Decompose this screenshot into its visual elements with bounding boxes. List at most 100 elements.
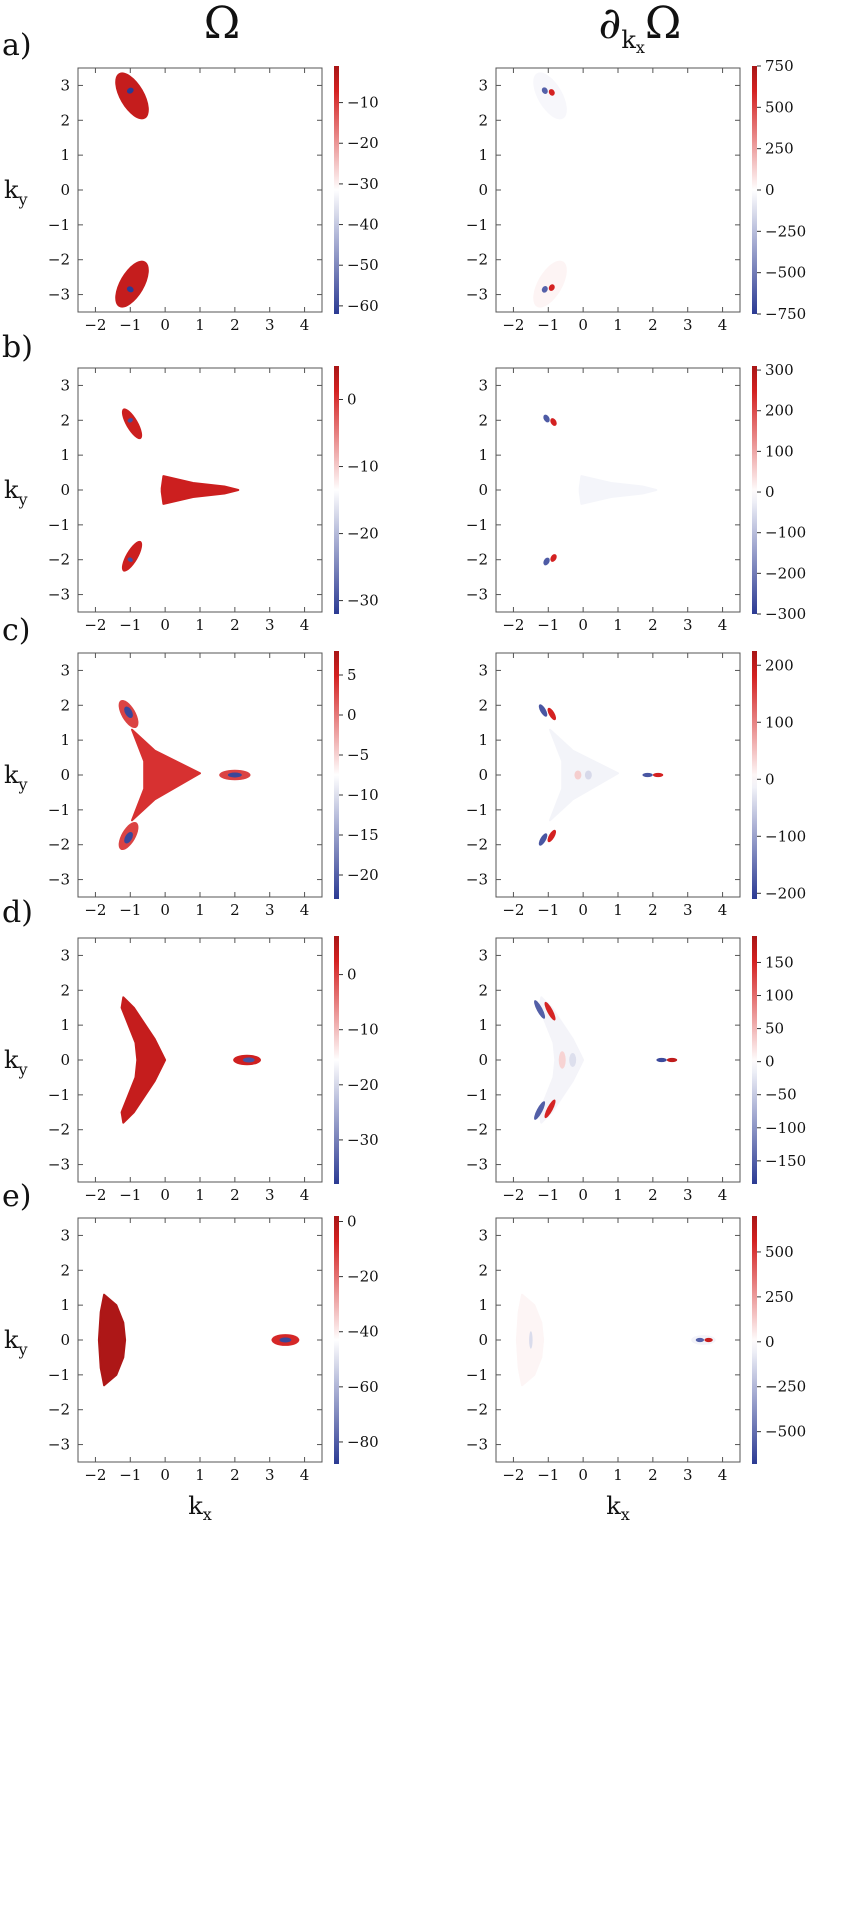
panel-a-omega-xtick-label: 3 <box>265 316 275 334</box>
panel-e-omega-heatmap <box>78 1218 322 1462</box>
panel-a-omega-ytick-label: 3 <box>60 76 70 94</box>
panel-e-derivative-heatmap <box>496 1218 740 1462</box>
panel-a-derivative-colorbar-label: −500 <box>765 264 806 282</box>
panel-a-derivative-xtick-label: −2 <box>502 316 524 334</box>
panel-d-omega-colorbar-label: −30 <box>347 1131 379 1149</box>
panel-e-derivative-colorbar-label: −500 <box>765 1423 806 1441</box>
ylabel-k: k <box>4 1326 19 1354</box>
panel-d-omega-background <box>78 938 322 1182</box>
panel-b-derivative-xtick-label: 2 <box>648 616 658 634</box>
panel-d-derivative-colorbar-label: −50 <box>765 1086 797 1104</box>
panel-a-derivative-spot-2 <box>541 286 548 293</box>
ylabel-sub: y <box>18 190 28 209</box>
panel-d-omega-spot-0 <box>242 1057 255 1063</box>
panel-d-derivative-ytick-label: −1 <box>466 1086 488 1104</box>
panel-e-derivative-xtick-label: 3 <box>683 1466 693 1484</box>
panel-a-omega-colorbar-label: −40 <box>347 216 379 234</box>
panel-b-derivative-spot-2 <box>543 557 550 566</box>
panel-c-omega-ytick-label: −1 <box>48 801 70 819</box>
panel-b-derivative-ytick-label: 2 <box>478 411 488 429</box>
panel-e-omega-ytick-label: −3 <box>48 1436 70 1454</box>
panel-grid: −2 −1 0 1 2 3 4−3−2−10123−10−20−30−40−50−60kya… <box>2 28 806 1524</box>
panel-e-omega-xtick-label: 0 <box>160 1466 170 1484</box>
panel-e-omega-xtick-label: −2 <box>84 1466 106 1484</box>
panel-e-derivative-xtick-label: −1 <box>537 1466 559 1484</box>
panel-e-omega-xtick-label: −1 <box>119 1466 141 1484</box>
panel-e-derivative-spot-1 <box>695 1337 705 1343</box>
panel-b-derivative-xtick-label: 1 <box>613 616 623 634</box>
panel-b-omega-spot-0 <box>127 417 133 423</box>
panel-b-omega-colorbar-label: 0 <box>347 391 357 409</box>
panel-d-derivative-ytick-label: −3 <box>466 1156 488 1174</box>
panel-a-omega-colorbar-label: −50 <box>347 256 379 274</box>
panel-e-derivative-ytick-label: 3 <box>478 1226 488 1244</box>
panel-a-derivative-ytick-label: 3 <box>478 76 488 94</box>
panel-c-omega-ytick-label: −3 <box>48 871 70 889</box>
panel-a-derivative-ytick-label: −1 <box>466 216 488 234</box>
panel-d-omega-ytick-label: 3 <box>60 946 70 964</box>
panel-e-omega-xtick-label: 2 <box>230 1466 240 1484</box>
panel-c-derivative-xtick-label: 2 <box>648 901 658 919</box>
panel-e-derivative-ytick-label: 2 <box>478 1261 488 1279</box>
panel-d-omega-colorbar <box>334 936 339 1184</box>
column-title-omega: Ω <box>204 0 240 49</box>
panel-b-derivative-colorbar-label: 100 <box>765 442 794 460</box>
panel-e-omega-xtick-label: 3 <box>265 1466 275 1484</box>
panel-a-omega-xtick-label: −1 <box>119 316 141 334</box>
panel-c-derivative-spot-5 <box>652 772 664 778</box>
ylabel-sub: y <box>18 1060 28 1079</box>
panel-b-derivative-colorbar-label: −100 <box>765 524 806 542</box>
panel-c-omega-ytick-label: 2 <box>60 696 70 714</box>
panel-d-derivative-colorbar-label: −100 <box>765 1119 806 1137</box>
xlabel-sub: x <box>203 1505 212 1524</box>
panel-c-omega-ytick-label: −2 <box>48 836 70 854</box>
panel-b-omega-ytick-label: −3 <box>48 586 70 604</box>
panel-a-omega-background <box>78 68 322 312</box>
partial-subscript-k: k <box>621 26 636 54</box>
panel-c-derivative-xtick-label: 1 <box>613 901 623 919</box>
panel-b-omega-colorbar-label: −20 <box>347 525 379 543</box>
panel-e-omega-ytick-label: 2 <box>60 1261 70 1279</box>
panel-d-derivative-ytick-label: 3 <box>478 946 488 964</box>
panel-d-derivative-xtick-label: 3 <box>683 1186 693 1204</box>
panel-c-derivative-xtick-label: 4 <box>718 901 728 919</box>
panel-c-derivative-colorbar-label: 100 <box>765 713 794 731</box>
panel-a-omega-colorbar-label: −10 <box>347 94 379 112</box>
panel-e-derivative-colorbar <box>752 1216 757 1464</box>
panel-a-derivative-colorbar-label: 0 <box>765 181 775 199</box>
panel-d-omega-xtick-label: −2 <box>84 1186 106 1204</box>
panel-b-derivative-colorbar-label: 300 <box>765 361 794 379</box>
panel-c-derivative-ytick-label: −3 <box>466 871 488 889</box>
panel-d-derivative-spot-2 <box>534 1101 546 1120</box>
xlabel-k: k <box>188 1492 203 1520</box>
panel-a-omega-colorbar-label: −30 <box>347 175 379 193</box>
panel-c-omega-xtick-label: 4 <box>300 901 310 919</box>
panel-b-derivative-xtick-label: 0 <box>578 616 588 634</box>
panel-a-derivative-spot-3 <box>548 284 555 291</box>
panel-e-derivative-colorbar-label: 250 <box>765 1288 794 1306</box>
panel-b-omega-ylabel: ky <box>4 476 28 509</box>
panel-c-derivative-ytick-label: 2 <box>478 696 488 714</box>
ylabel-sub: y <box>18 490 28 509</box>
panel-a-derivative-xtick-label: −1 <box>537 316 559 334</box>
panel-c-derivative-spot-6 <box>574 770 582 780</box>
row-label-e: e) <box>2 1179 31 1214</box>
panel-e-derivative-xlabel: kx <box>606 1492 630 1524</box>
panel-d-derivative-colorbar-label: 150 <box>765 953 794 971</box>
panel-d-derivative-colorbar <box>752 936 757 1184</box>
panel-a-derivative-heatmap <box>496 68 740 312</box>
panel-c-omega-colorbar-label: −5 <box>347 746 369 764</box>
panel-d-derivative-xtick-label: 2 <box>648 1186 658 1204</box>
panel-d-derivative-spot-4 <box>558 1051 566 1069</box>
xlabel-sub: x <box>621 1505 630 1524</box>
panel-a-derivative-ytick-label: −2 <box>466 251 488 269</box>
panel-c-derivative-spot-0 <box>538 704 548 717</box>
panel-a-derivative-colorbar-label: 500 <box>765 98 794 116</box>
panel-a-derivative-xtick-label: 2 <box>648 316 658 334</box>
panel-e-derivative-ytick-label: −2 <box>466 1401 488 1419</box>
panel-b-derivative-ytick-label: −2 <box>466 551 488 569</box>
panel-d-derivative-ytick-label: 1 <box>478 1016 488 1034</box>
panel-e-derivative-spot-2 <box>704 1337 713 1343</box>
panel-e-omega-xtick-label: 4 <box>300 1466 310 1484</box>
